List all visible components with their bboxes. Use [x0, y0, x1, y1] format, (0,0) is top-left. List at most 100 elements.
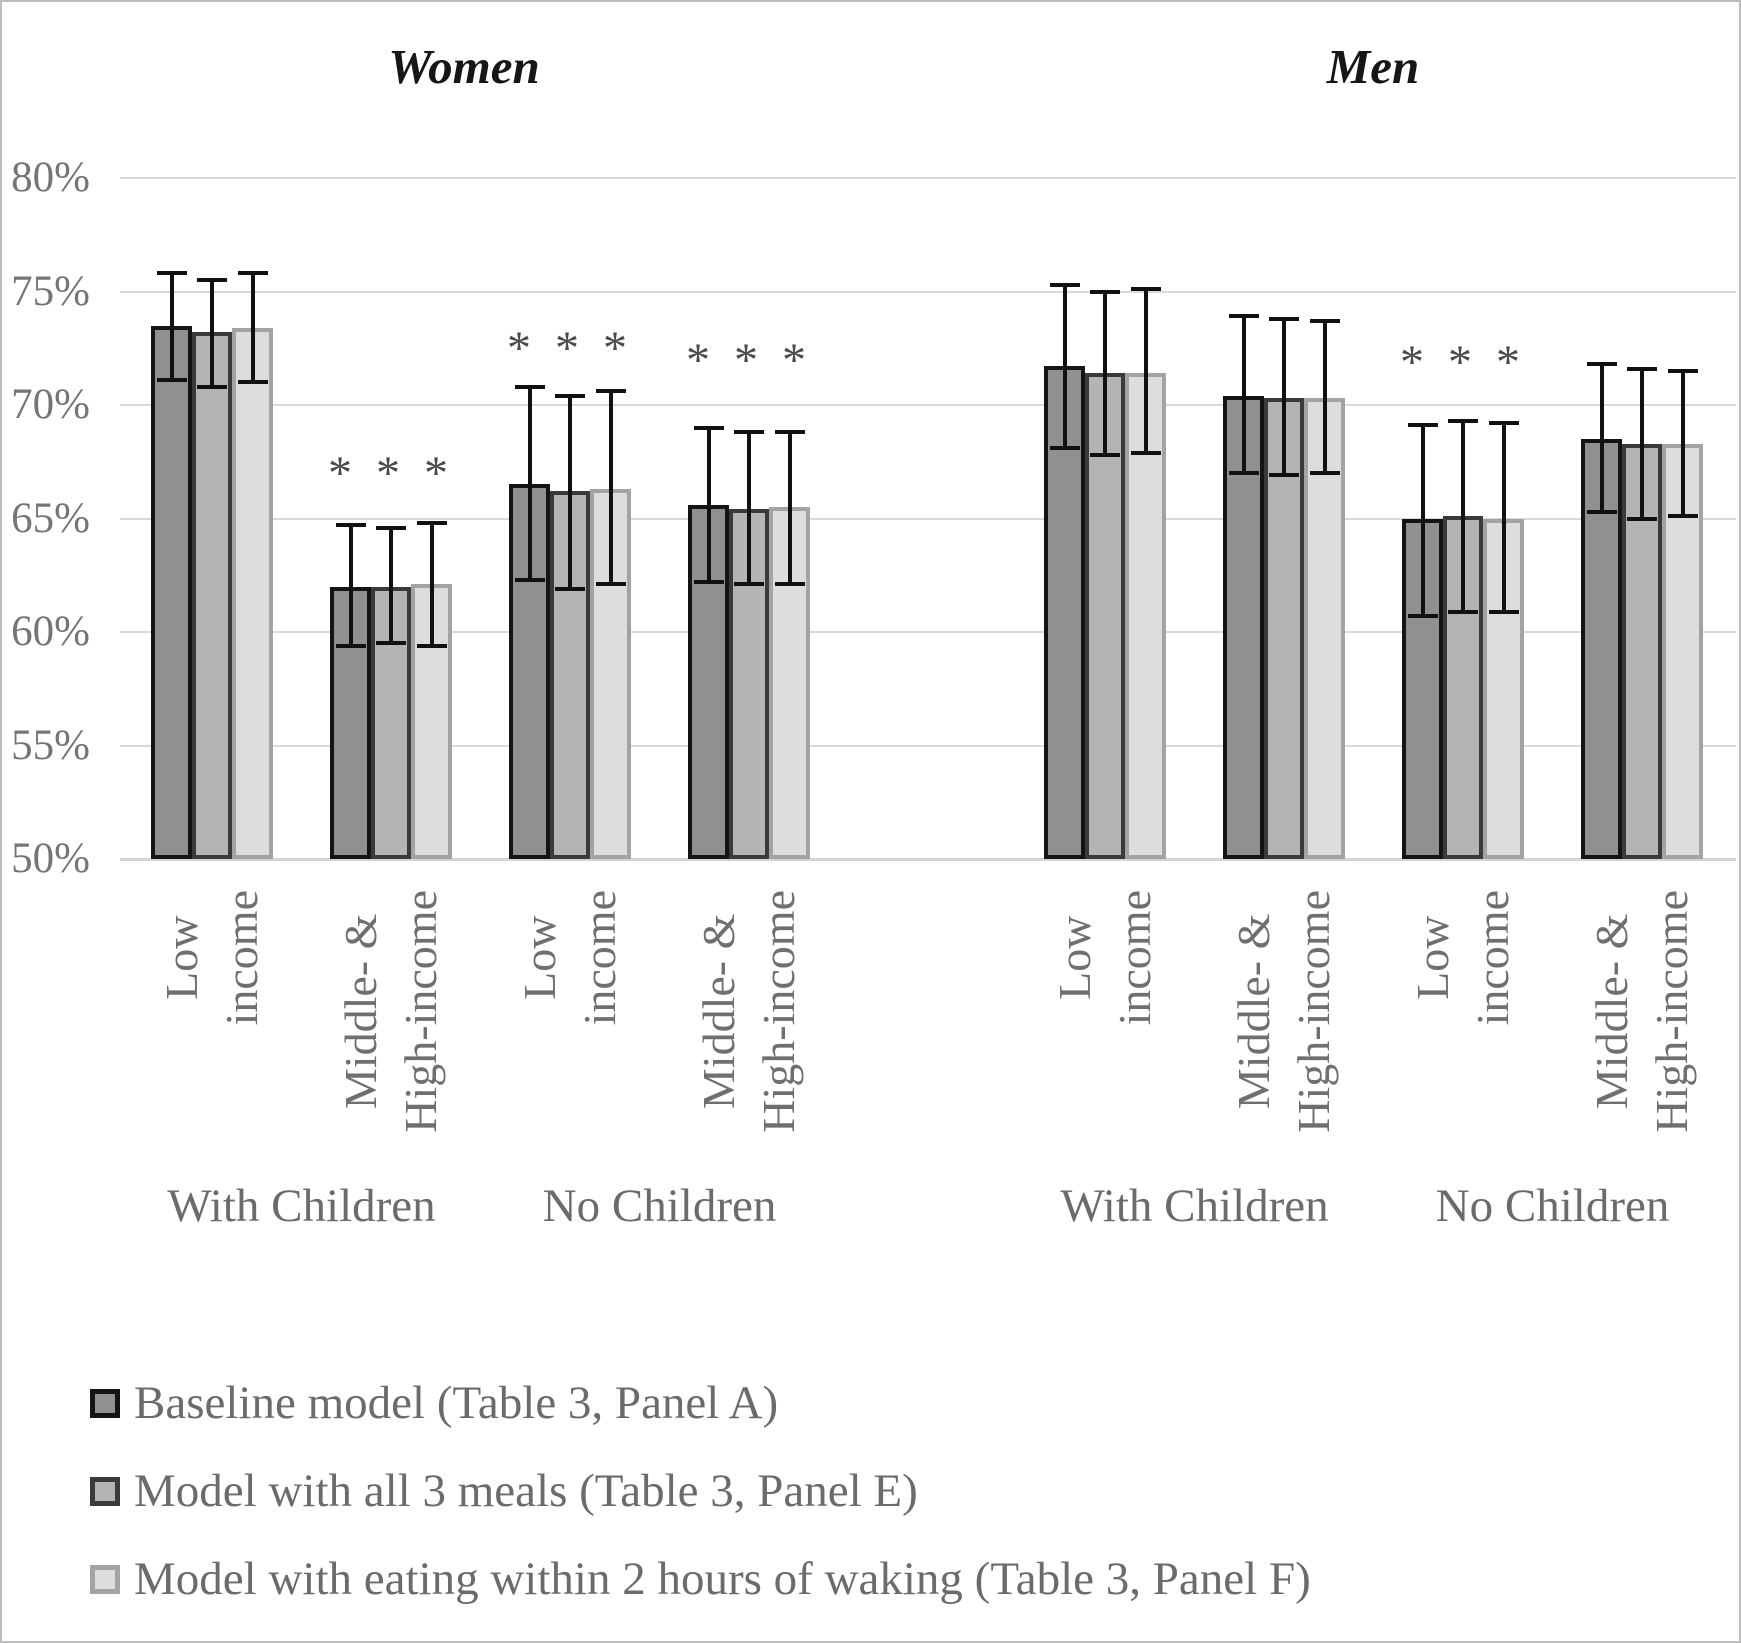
- group-label-men-with-children: With Children: [1060, 1180, 1329, 1232]
- error-bar-cap-bottom-men-group2-series1: [1228, 471, 1259, 476]
- error-bar-women-group2-series3: [429, 523, 434, 646]
- x-category-label-women-group1: Low income: [152, 890, 272, 1025]
- panel-title-men: Men: [1326, 39, 1420, 94]
- bar-women-group2-series1: [330, 586, 371, 859]
- error-bar-cap-top-men-group2-series3: [1309, 319, 1340, 323]
- error-bar-cap-bottom-women-group4-series3: [774, 582, 805, 587]
- x-category-label-line: High-income: [1646, 890, 1697, 1133]
- legend-item-baseline-model: Baseline model (Table 3, Panel A): [90, 1376, 778, 1430]
- legend-item-eating-within-2-hours: Model with eating within 2 hours of waki…: [90, 1552, 1311, 1606]
- x-category-label-line: High-income: [395, 890, 446, 1133]
- error-bar-men-group4-series2: [1640, 368, 1644, 519]
- gridline-80: [120, 177, 1736, 179]
- error-bar-cap-top-men-group1-series1: [1049, 282, 1080, 287]
- error-bar-cap-top-men-group2-series1: [1228, 314, 1259, 319]
- bar-men-group3-series3: [1483, 518, 1524, 859]
- error-bar-cap-top-men-group3-series3: [1488, 421, 1519, 426]
- x-category-label-line: Low: [156, 915, 207, 1000]
- error-bar-women-group2-series2: [389, 527, 393, 644]
- error-bar-cap-bottom-men-group1-series1: [1049, 446, 1080, 451]
- group-label-men-no-children: No Children: [1435, 1180, 1670, 1232]
- error-bar-cap-top-women-group3-series3: [595, 389, 626, 394]
- error-bar-cap-top-women-group4-series1: [693, 425, 724, 430]
- error-bar-women-group2-series1: [348, 525, 353, 646]
- error-bar-cap-bottom-women-group4-series1: [693, 580, 724, 585]
- significance-marks-men-group3: * * *: [1400, 335, 1526, 389]
- bar-women-group1-series2: [191, 332, 233, 859]
- error-bar-women-group4-series2: [747, 432, 751, 585]
- x-category-label-line: High-income: [1288, 890, 1339, 1133]
- gridline-75: [120, 290, 1736, 293]
- error-bar-women-group1-series1: [169, 273, 174, 381]
- y-tick-label-80: 80%: [11, 154, 90, 201]
- error-bar-cap-bottom-women-group1-series2: [197, 384, 227, 389]
- legend-label-eating-within-2-hours: Model with eating within 2 hours of waki…: [134, 1553, 1311, 1605]
- error-bar-cap-bottom-men-group1-series3: [1130, 450, 1161, 455]
- error-bar-cap-bottom-men-group3-series2: [1448, 609, 1478, 614]
- error-bar-cap-bottom-men-group4-series1: [1586, 509, 1617, 514]
- x-category-label-line: Low: [1407, 915, 1458, 1000]
- group-label-women-no-children: No Children: [542, 1180, 777, 1232]
- gridline-55: [120, 744, 1736, 747]
- error-bar-cap-bottom-women-group2-series2: [376, 641, 406, 646]
- y-tick-label-60: 60%: [11, 608, 90, 655]
- x-category-label-men-group1: Low income: [1045, 890, 1165, 1025]
- gridline-70: [120, 404, 1736, 406]
- error-bar-cap-top-men-group4-series2: [1627, 366, 1657, 371]
- error-bar-cap-bottom-women-group2-series3: [416, 643, 447, 648]
- error-bar-cap-top-men-group3-series1: [1407, 423, 1438, 428]
- error-bar-cap-bottom-men-group1-series2: [1090, 452, 1120, 457]
- legend-swatch-baseline-model: [90, 1388, 120, 1418]
- x-category-label-men-group2: Middle- & High-income: [1224, 890, 1344, 1133]
- error-bar-cap-top-women-group4-series2: [734, 430, 764, 435]
- error-bar-cap-top-men-group4-series1: [1586, 362, 1617, 367]
- error-bar-women-group3-series2: [568, 395, 572, 589]
- error-bar-cap-bottom-men-group2-series3: [1309, 471, 1340, 476]
- error-bar-cap-bottom-women-group1-series1: [156, 378, 187, 383]
- significance-marks-women-group4: * * *: [686, 333, 812, 387]
- error-bar-cap-top-women-group1-series3: [237, 271, 268, 276]
- legend-swatch-eating-within-2-hours: [90, 1564, 120, 1594]
- error-bar-cap-top-women-group3-series2: [555, 393, 585, 398]
- x-category-label-line: income: [1109, 890, 1160, 1026]
- legend-item-all-3-meals: Model with all 3 meals (Table 3, Panel E…: [90, 1464, 918, 1518]
- x-category-label-line: Low: [514, 915, 565, 1000]
- x-category-label-women-group3: Low income: [510, 890, 630, 1025]
- error-bar-men-group3-series2: [1461, 420, 1465, 612]
- error-bar-women-group1-series3: [250, 273, 255, 383]
- error-bar-men-group2-series1: [1241, 316, 1246, 474]
- error-bar-cap-bottom-women-group3-series2: [555, 586, 585, 591]
- x-category-label-women-group4: Middle- & High-income: [689, 890, 809, 1133]
- error-bar-cap-bottom-men-group3-series3: [1488, 609, 1519, 614]
- error-bar-cap-top-women-group2-series1: [335, 523, 366, 528]
- group-label-women-with-children: With Children: [167, 1180, 436, 1232]
- error-bar-cap-bottom-women-group2-series1: [335, 643, 366, 648]
- x-category-label-women-group2: Middle- & High-income: [331, 890, 451, 1133]
- y-tick-label-65: 65%: [11, 494, 90, 542]
- gridline-50: [120, 858, 1736, 861]
- x-category-label-line: income: [1467, 890, 1518, 1026]
- error-bar-men-group1-series1: [1062, 284, 1067, 449]
- error-bar-cap-bottom-men-group4-series3: [1667, 514, 1698, 519]
- x-category-label-line: income: [574, 890, 625, 1026]
- error-bar-cap-bottom-women-group4-series2: [734, 582, 764, 587]
- x-category-label-line: Middle- &: [335, 913, 386, 1110]
- error-bar-cap-top-women-group1-series1: [156, 271, 187, 276]
- error-bar-cap-top-women-group2-series2: [376, 525, 406, 530]
- x-category-label-line: income: [216, 890, 267, 1026]
- legend-swatch-all-3-meals: [90, 1476, 120, 1506]
- error-bar-cap-top-men-group4-series3: [1667, 368, 1698, 373]
- error-bar-women-group4-series1: [706, 427, 711, 583]
- error-bar-cap-bottom-women-group3-series3: [595, 582, 626, 587]
- bar-women-group1-series3: [232, 327, 273, 859]
- error-bar-cap-bottom-women-group1-series3: [237, 380, 268, 385]
- x-category-label-line: Middle- &: [1586, 913, 1637, 1110]
- error-bar-men-group1-series2: [1103, 291, 1107, 455]
- gridline-60: [120, 631, 1736, 633]
- error-bar-cap-bottom-men-group4-series2: [1627, 516, 1657, 521]
- y-tick-label-55: 55%: [11, 721, 90, 769]
- error-bar-men-group1-series3: [1143, 289, 1148, 453]
- error-bar-cap-bottom-men-group2-series2: [1269, 473, 1299, 478]
- error-bar-cap-bottom-men-group3-series1: [1407, 614, 1438, 619]
